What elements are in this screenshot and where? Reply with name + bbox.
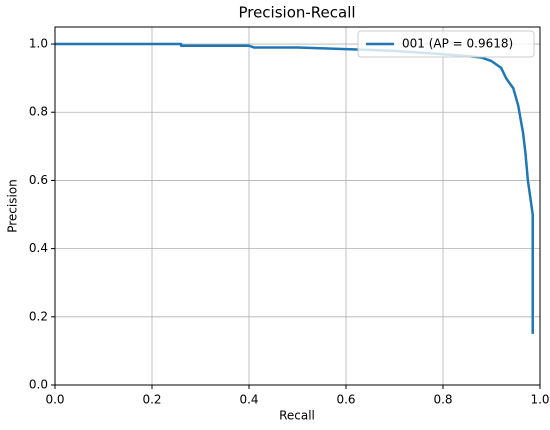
legend-box [357, 30, 535, 58]
y-tick-label: 0.2 [29, 309, 48, 323]
y-tick-label: 0.4 [29, 241, 48, 255]
y-tick-label: 0.8 [29, 105, 48, 119]
x-tick-label: 0.4 [239, 393, 258, 407]
x-axis-label: Recall [279, 409, 315, 423]
y-axis-label: Precision [6, 179, 20, 233]
x-tick-label: 1.0 [530, 393, 549, 407]
x-tick-label: 0.6 [336, 393, 355, 407]
x-tick-label: 0.2 [142, 393, 161, 407]
y-tick-label: 1.0 [29, 37, 48, 51]
plot-frame [54, 26, 541, 386]
x-tick-label: 0.0 [45, 393, 64, 407]
x-tick-label: 0.8 [433, 393, 452, 407]
chart-title: Precision-Recall [238, 4, 355, 22]
y-tick-label: 0.0 [29, 378, 48, 392]
legend-label: 001 (AP = 0.9618) [402, 37, 513, 51]
pr-curve [55, 42, 534, 334]
y-tick-label: 0.6 [29, 173, 48, 187]
